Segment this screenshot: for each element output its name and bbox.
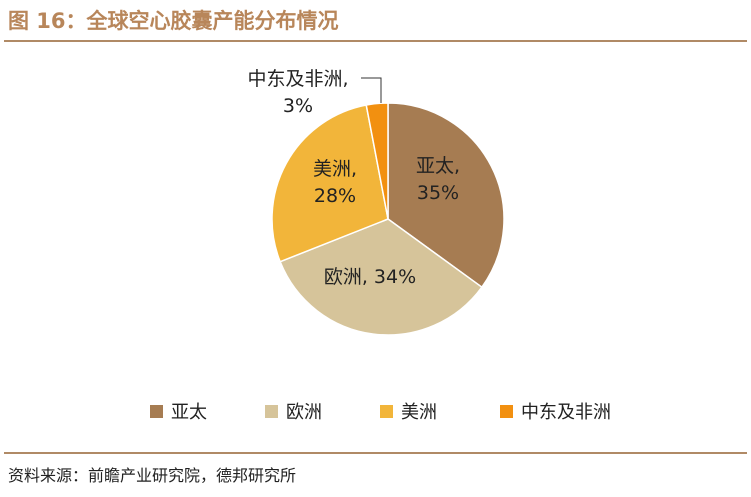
- legend-item-americas: 美洲: [380, 400, 437, 423]
- pie-slice: [365, 102, 389, 220]
- pie-slice: [279, 218, 483, 336]
- leader-line: [361, 77, 382, 103]
- slice-labels: 亚太, 35% 欧洲, 34% 美洲, 28% 中东及非洲, 3%: [247, 68, 460, 288]
- legend-label: 欧洲: [286, 402, 322, 423]
- title-rule: [4, 40, 747, 42]
- footer-rule: [4, 452, 747, 454]
- pie-slices: [271, 102, 505, 336]
- source-note: 资料来源：前瞻产业研究院，德邦研究所: [8, 466, 297, 485]
- legend-item-mea: 中东及非洲: [500, 400, 611, 423]
- legend-label: 中东及非洲: [521, 402, 611, 423]
- legend-swatch: [150, 404, 163, 418]
- legend-swatch: [380, 404, 393, 418]
- legend-item-asia-pacific: 亚太: [150, 400, 207, 423]
- slice-label: 美洲, 28%: [313, 158, 357, 207]
- legend-item-europe: 欧洲: [265, 400, 322, 423]
- slice-label: 欧洲, 34%: [324, 266, 416, 288]
- legend-label: 亚太: [171, 402, 207, 423]
- pie-slice: [387, 102, 505, 289]
- pie-slice: [271, 104, 389, 263]
- slice-label: 中东及非洲, 3%: [247, 68, 348, 117]
- legend-label: 美洲: [401, 402, 437, 423]
- legend-swatch: [265, 404, 278, 418]
- legend-swatch: [500, 404, 513, 418]
- pie-chart: 亚太, 35% 欧洲, 34% 美洲, 28% 中东及非洲, 3%: [247, 68, 505, 336]
- slice-label: 亚太, 35%: [416, 155, 460, 204]
- figure-title: 图 16：全球空心胶囊产能分布情况: [8, 9, 339, 33]
- chart-legend: 亚太 欧洲 美洲 中东及非洲: [0, 400, 751, 423]
